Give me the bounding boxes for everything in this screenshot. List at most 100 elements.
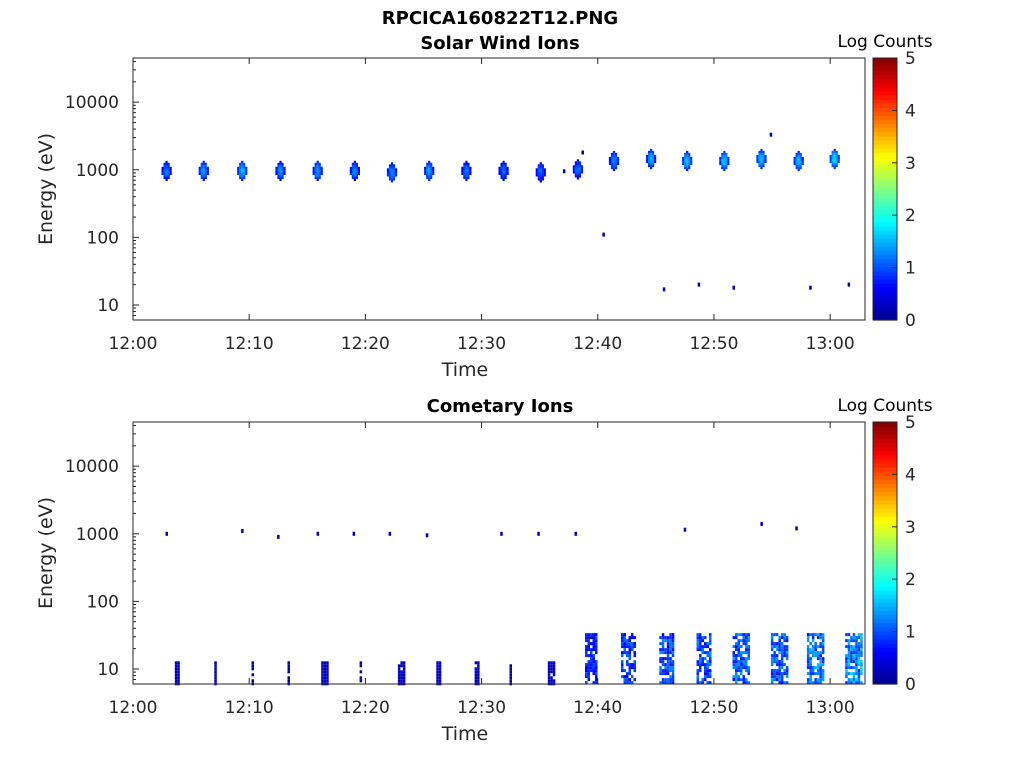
data-blob — [572, 159, 583, 180]
data-pixel — [811, 651, 815, 655]
colorbar-frame — [872, 421, 898, 685]
data-pixel — [852, 657, 856, 661]
data-pixel — [165, 162, 168, 165]
data-pixel — [780, 666, 784, 670]
sparse-count — [388, 531, 392, 536]
data-pixel — [669, 648, 672, 652]
data-pixel — [432, 172, 435, 175]
data-pixel — [852, 660, 856, 664]
data-pixel — [326, 664, 329, 668]
data-pixel — [845, 666, 848, 670]
data-pixel — [592, 681, 595, 685]
data-pixel — [614, 166, 618, 170]
data-pixel — [631, 648, 634, 652]
data-pixel — [239, 166, 242, 169]
data-pixel — [775, 657, 779, 661]
data-pixel — [592, 666, 595, 670]
data-pixel — [664, 678, 667, 682]
data-pixel — [671, 648, 675, 652]
data-pixel — [402, 670, 406, 674]
data-pixel — [706, 675, 709, 679]
data-pixel — [314, 174, 317, 177]
data-pixel — [696, 681, 699, 685]
data-pixel — [780, 660, 784, 664]
data-pixel — [316, 176, 319, 179]
data-pixel — [696, 648, 699, 652]
data-pixel — [595, 642, 598, 646]
data-pixel — [592, 633, 595, 637]
data-pixel — [833, 160, 836, 164]
data-pixel — [574, 169, 577, 172]
data-pixel — [706, 666, 709, 670]
data-pixel — [610, 166, 614, 170]
data-pixel — [631, 666, 634, 670]
data-pixel — [392, 164, 396, 167]
data-pixel — [684, 158, 687, 162]
data-pixel — [671, 660, 675, 664]
data-pixel — [762, 154, 765, 158]
data-pixel — [626, 642, 629, 646]
colorbar-segment — [873, 593, 897, 599]
data-pixel — [701, 639, 704, 643]
data-pixel — [281, 164, 284, 167]
data-pixel — [590, 642, 593, 646]
colorbar-segment — [873, 679, 897, 685]
colorbar-segment — [873, 303, 897, 309]
data-pixel — [686, 156, 689, 160]
colorbar-segment — [873, 197, 897, 202]
data-pixel — [326, 661, 329, 665]
colorbar-segment — [873, 119, 897, 125]
data-pixel — [821, 663, 825, 667]
data-pixel — [547, 670, 551, 674]
data-pixel — [535, 174, 538, 177]
data-pixel — [860, 660, 863, 664]
data-pixel — [574, 171, 577, 174]
data-pixel — [648, 150, 651, 154]
data-pixel — [690, 162, 693, 166]
data-pixel — [623, 642, 626, 646]
data-pixel — [747, 666, 750, 670]
data-pixel — [610, 164, 614, 168]
data-blob — [608, 150, 620, 172]
data-pixel — [742, 657, 745, 661]
data-pixel — [852, 645, 856, 649]
data-pixel — [621, 660, 624, 664]
data-pixel — [758, 154, 761, 158]
data-pixel — [797, 164, 800, 168]
data-pixel — [321, 673, 324, 677]
data-pixel — [469, 170, 472, 173]
data-pixel — [852, 675, 856, 679]
data-pixel — [701, 681, 704, 685]
data-pixel — [314, 166, 317, 169]
data-pixel — [770, 678, 774, 682]
data-pixel — [621, 636, 624, 640]
colorbar-segment — [873, 524, 897, 530]
data-pixel — [243, 170, 246, 173]
data-pixel — [318, 162, 321, 165]
data-pixel — [316, 170, 319, 173]
colorbar-segment — [873, 266, 897, 272]
data-pixel — [682, 160, 685, 164]
data-pixel — [353, 160, 356, 163]
data-pixel — [608, 156, 612, 160]
data-pixel — [465, 172, 468, 175]
data-pixel — [664, 669, 667, 673]
data-pixel — [758, 164, 761, 168]
data-pixel — [686, 158, 689, 162]
colorbar-tick-label: 0 — [905, 311, 916, 331]
data-pixel — [852, 666, 856, 670]
x-tick-label: 13:00 — [806, 698, 855, 718]
colorbar-segment — [873, 491, 897, 497]
data-pixel — [770, 675, 774, 679]
data-pixel — [664, 636, 667, 640]
data-pixel — [580, 171, 583, 174]
x-axis-label: Time — [441, 723, 489, 745]
data-pixel — [585, 666, 588, 670]
data-pixel — [277, 172, 280, 175]
data-pixel — [547, 667, 551, 671]
data-pixel — [737, 633, 740, 637]
y-tick-label: 10 — [97, 296, 119, 316]
data-pixel — [198, 166, 201, 169]
data-pixel — [351, 168, 354, 171]
data-pixel — [388, 168, 392, 171]
